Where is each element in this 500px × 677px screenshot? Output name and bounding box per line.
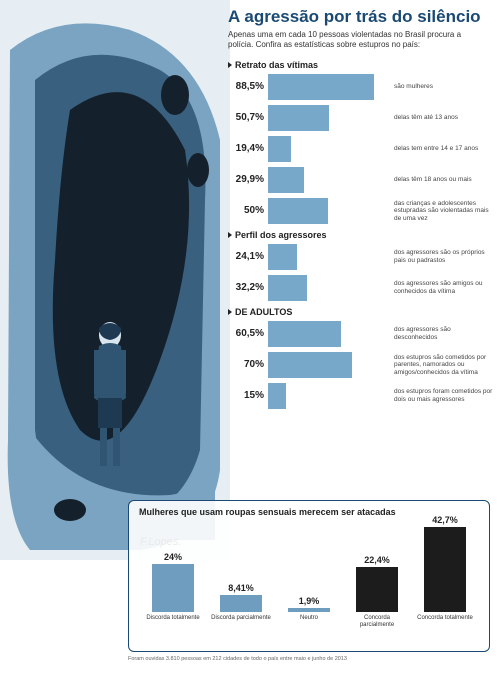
hbar-fill bbox=[268, 74, 374, 100]
hbar-fill bbox=[268, 244, 297, 270]
hbar-track bbox=[268, 74, 388, 100]
hbar-value: 50,7% bbox=[228, 112, 268, 123]
hbar-label: são mulheres bbox=[388, 83, 494, 90]
hbar-fill bbox=[268, 352, 352, 378]
vbar-group: 42,7% Concorda totalmente bbox=[415, 515, 475, 629]
vbar-label: Discorda totalmente bbox=[146, 615, 199, 629]
hbar-row: 15% dos estupros foram cometidos por dois… bbox=[228, 383, 494, 409]
vbar-label: Concorda totalmente bbox=[417, 615, 473, 629]
vbar-label: Concorda parcialmente bbox=[347, 615, 407, 629]
hbar-row: 24,1% dos agressores são os próprios pais… bbox=[228, 244, 494, 270]
hbar-track bbox=[268, 167, 388, 193]
hbar-fill bbox=[268, 275, 307, 301]
hbar-label: das crianças e adolescentes estupradas s… bbox=[388, 200, 494, 222]
hbar-fill bbox=[268, 105, 329, 131]
hbar-value: 88,5% bbox=[228, 81, 268, 92]
hbar-track bbox=[268, 383, 388, 409]
hbar-label: dos estupros foram cometidos por dois ou… bbox=[388, 388, 494, 403]
triangle-icon bbox=[228, 232, 232, 238]
vbar-fill bbox=[424, 527, 466, 612]
headline: A agressão por trás do silêncio bbox=[228, 8, 494, 26]
hbar-value: 60,5% bbox=[228, 328, 268, 339]
hbar-label: delas tem entre 14 e 17 anos bbox=[388, 145, 494, 152]
hbar-value: 32,2% bbox=[228, 282, 268, 293]
hbar-value: 50% bbox=[228, 205, 268, 216]
hbar-fill bbox=[268, 321, 341, 347]
vbar-fill bbox=[288, 608, 330, 612]
hbar-row: 70% dos estupros são cometidos por parent… bbox=[228, 352, 494, 378]
hbar-fill bbox=[268, 383, 286, 409]
footnote: Foram ouvidas 3.810 pessoas em 212 cidad… bbox=[128, 656, 488, 662]
section-title: Retrato das vítimas bbox=[228, 60, 494, 70]
hbar-row: 29,9% delas têm 18 anos ou mais bbox=[228, 167, 494, 193]
section-title: Perfil dos agressores bbox=[228, 230, 494, 240]
vbar-fill bbox=[152, 564, 194, 612]
vbar-fill bbox=[220, 595, 262, 612]
hbar-row: 32,2% dos agressores são amigos ou conhec… bbox=[228, 275, 494, 301]
hbar-fill bbox=[268, 167, 304, 193]
hbar-value: 19,4% bbox=[228, 143, 268, 154]
hbar-row: 88,5% são mulheres bbox=[228, 74, 494, 100]
hand-woman-illustration: F.Lopes. bbox=[0, 0, 230, 560]
bottom-chart-panel: Mulheres que usam roupas sensuais merece… bbox=[128, 500, 490, 652]
subhead: Apenas uma em cada 10 pessoas violentada… bbox=[228, 30, 478, 50]
vbar-label: Neutro bbox=[300, 615, 318, 629]
hbar-track bbox=[268, 136, 388, 162]
section-title: DE ADULTOS bbox=[228, 307, 494, 317]
hbar-track bbox=[268, 105, 388, 131]
hbar-label: delas têm até 13 anos bbox=[388, 114, 494, 121]
vbar-value: 22,4% bbox=[364, 555, 390, 565]
hbar-label: dos agressores são os próprios pais ou p… bbox=[388, 249, 494, 264]
hbar-label: dos agressores são amigos ou conhecidos … bbox=[388, 280, 494, 295]
vbar-fill bbox=[356, 567, 398, 612]
hbar-track bbox=[268, 321, 388, 347]
hbar-value: 15% bbox=[228, 390, 268, 401]
hbar-track bbox=[268, 244, 388, 270]
hbar-row: 60,5% dos agressores são desconhecidos bbox=[228, 321, 494, 347]
hbar-label: delas têm 18 anos ou mais bbox=[388, 176, 494, 183]
vbar-value: 42,7% bbox=[432, 515, 458, 525]
vbar-label: Discorda parcialmente bbox=[211, 615, 271, 629]
vbar-group: 8,41% Discorda parcialmente bbox=[211, 583, 271, 629]
triangle-icon bbox=[228, 62, 232, 68]
right-column: A agressão por trás do silêncio Apenas u… bbox=[228, 8, 494, 414]
vbar-value: 1,9% bbox=[299, 596, 320, 606]
hbar-row: 50% das crianças e adolescentes estuprada… bbox=[228, 198, 494, 224]
hbar-value: 24,1% bbox=[228, 251, 268, 262]
hbar-track bbox=[268, 352, 388, 378]
hbar-value: 29,9% bbox=[228, 174, 268, 185]
vbar-group: 1,9% Neutro bbox=[279, 596, 339, 629]
hbar-value: 70% bbox=[228, 359, 268, 370]
hbar-label: dos agressores são desconhecidos bbox=[388, 326, 494, 341]
hbar-label: dos estupros são cometidos por parentes,… bbox=[388, 354, 494, 376]
hbar-row: 50,7% delas têm até 13 anos bbox=[228, 105, 494, 131]
vbar-value: 24% bbox=[164, 552, 182, 562]
triangle-icon bbox=[228, 309, 232, 315]
hbar-row: 19,4% delas tem entre 14 e 17 anos bbox=[228, 136, 494, 162]
hbar-fill bbox=[268, 136, 291, 162]
vbar-group: 24% Discorda totalmente bbox=[143, 552, 203, 629]
hbar-fill bbox=[268, 198, 328, 224]
hbar-track bbox=[268, 275, 388, 301]
vbar-group: 22,4% Concorda parcialmente bbox=[347, 555, 407, 629]
vbar-value: 8,41% bbox=[228, 583, 254, 593]
hbar-track bbox=[268, 198, 388, 224]
